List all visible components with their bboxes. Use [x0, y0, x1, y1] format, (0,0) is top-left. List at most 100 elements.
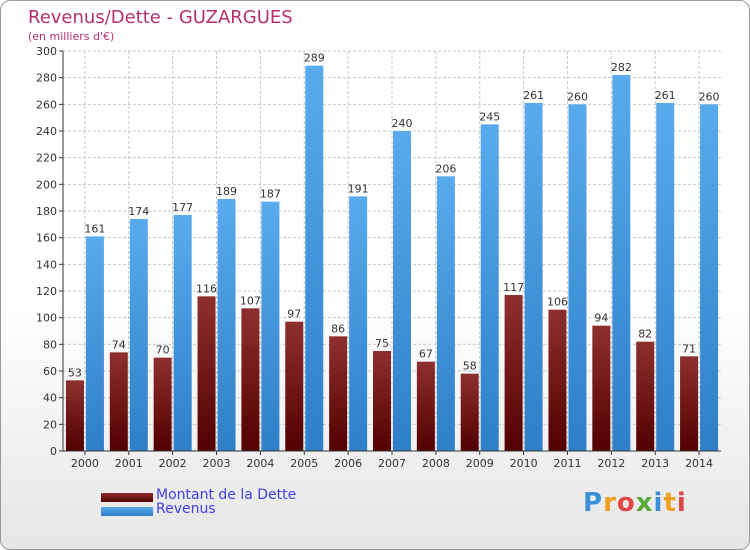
data-label-dette-2000: 53 [68, 366, 82, 379]
bar-revenus-2005 [305, 65, 324, 452]
data-label-revenus-2001: 174 [128, 205, 149, 218]
data-label-revenus-2007: 240 [392, 117, 413, 130]
bar-dette-2013 [636, 341, 655, 451]
x-tick-label-2006: 2006 [334, 457, 362, 470]
x-tick-label-2003: 2003 [203, 457, 231, 470]
data-label-dette-2011: 106 [547, 296, 568, 309]
data-label-revenus-2003: 189 [216, 185, 237, 198]
logo-letter: o [616, 488, 636, 518]
logo-letter: r [603, 488, 617, 518]
data-label-dette-2006: 86 [331, 322, 345, 335]
logo-letter: i [653, 488, 664, 518]
data-label-revenus-2014: 260 [699, 90, 720, 103]
logo-letter: P [583, 488, 604, 518]
bar-dette-2014 [680, 356, 699, 451]
bar-dette-2009 [460, 373, 479, 451]
x-tick-label-2001: 2001 [115, 457, 143, 470]
x-tick-label-2013: 2013 [641, 457, 669, 470]
y-tick-label: 180 [36, 205, 57, 218]
chart-title: Revenus/Dette - GUZARGUES [28, 7, 293, 28]
y-tick-label: 60 [43, 365, 57, 378]
bar-dette-2010 [504, 295, 523, 451]
data-label-revenus-2009: 245 [479, 110, 500, 123]
data-label-dette-2007: 75 [375, 337, 389, 350]
y-tick-label: 100 [36, 312, 57, 325]
bar-dette-2008 [416, 361, 435, 451]
bar-dette-2011 [548, 309, 567, 451]
proxiti-logo: Proxiti [583, 488, 687, 518]
bar-revenus-2011 [568, 104, 587, 451]
bar-dette-2002 [153, 357, 172, 451]
y-tick-label: 120 [36, 285, 57, 298]
data-label-revenus-2012: 282 [611, 61, 632, 74]
legend-label-revenus: Revenus [156, 501, 216, 517]
data-label-revenus-2010: 261 [523, 89, 544, 102]
bar-revenus-2014 [700, 104, 719, 451]
data-label-revenus-2000: 161 [84, 222, 105, 235]
bar-dette-2012 [592, 325, 611, 451]
bar-revenus-2012 [612, 75, 631, 451]
bar-dette-2004 [241, 308, 260, 451]
x-tick-label-2007: 2007 [378, 457, 406, 470]
y-tick-label: 160 [36, 232, 57, 245]
y-tick-label: 260 [36, 98, 57, 111]
legend-swatch-dette [101, 493, 153, 502]
bar-dette-2006 [329, 336, 348, 451]
logo-letter: i [676, 488, 687, 518]
y-tick-label: 200 [36, 178, 57, 191]
x-tick-label-2000: 2000 [71, 457, 99, 470]
data-label-dette-2003: 116 [196, 282, 217, 295]
legend-label-dette: Montant de la Dette [156, 487, 297, 503]
data-label-revenus-2006: 191 [348, 182, 369, 195]
bar-revenus-2010 [524, 103, 543, 451]
bar-dette-2007 [373, 351, 391, 451]
y-tick-label: 140 [36, 258, 57, 271]
data-label-revenus-2002: 177 [172, 201, 193, 214]
logo-letter: t [663, 488, 677, 518]
y-tick-label: 280 [36, 72, 57, 85]
x-tick-label-2014: 2014 [685, 457, 713, 470]
bar-revenus-2003 [217, 199, 236, 451]
data-label-revenus-2005: 289 [304, 52, 325, 65]
data-label-dette-2002: 70 [156, 344, 170, 357]
bar-revenus-2008 [436, 176, 455, 452]
bar-revenus-2000 [85, 236, 104, 451]
bar-revenus-2013 [656, 103, 675, 451]
bar-dette-2003 [197, 296, 216, 451]
x-tick-label-2012: 2012 [597, 457, 625, 470]
x-tick-label-2011: 2011 [553, 457, 581, 470]
data-label-dette-2013: 82 [638, 328, 652, 341]
bar-revenus-2006 [349, 196, 368, 451]
data-label-dette-2014: 71 [682, 342, 696, 355]
data-label-dette-2010: 117 [503, 281, 524, 294]
data-label-dette-2005: 97 [287, 308, 301, 321]
data-label-revenus-2008: 206 [435, 162, 456, 175]
y-tick-label: 40 [43, 392, 57, 405]
data-label-revenus-2004: 187 [260, 188, 281, 201]
y-tick-label: 300 [36, 45, 57, 58]
legend-swatch-revenus [101, 507, 153, 516]
y-tick-label: 220 [36, 152, 57, 165]
y-tick-label: 240 [36, 125, 57, 138]
bar-revenus-2004 [261, 201, 280, 451]
x-tick-label-2002: 2002 [159, 457, 187, 470]
chart-subtitle: (en milliers d'€) [28, 30, 115, 43]
x-tick-label-2004: 2004 [246, 457, 274, 470]
y-tick-label: 20 [43, 418, 57, 431]
bar-dette-2000 [65, 380, 84, 451]
data-label-dette-2004: 107 [240, 294, 261, 307]
x-tick-label-2009: 2009 [466, 457, 494, 470]
logo-letter: x [635, 488, 654, 518]
bar-revenus-2002 [173, 215, 192, 451]
bar-revenus-2007 [393, 131, 411, 451]
x-tick-label-2010: 2010 [510, 457, 538, 470]
data-label-revenus-2013: 261 [655, 89, 676, 102]
y-tick-label: 0 [50, 445, 57, 458]
bar-revenus-2009 [480, 124, 499, 451]
x-tick-label-2008: 2008 [422, 457, 450, 470]
x-tick-label-2005: 2005 [290, 457, 318, 470]
y-tick-label: 80 [43, 338, 57, 351]
bar-revenus-2001 [129, 219, 148, 451]
